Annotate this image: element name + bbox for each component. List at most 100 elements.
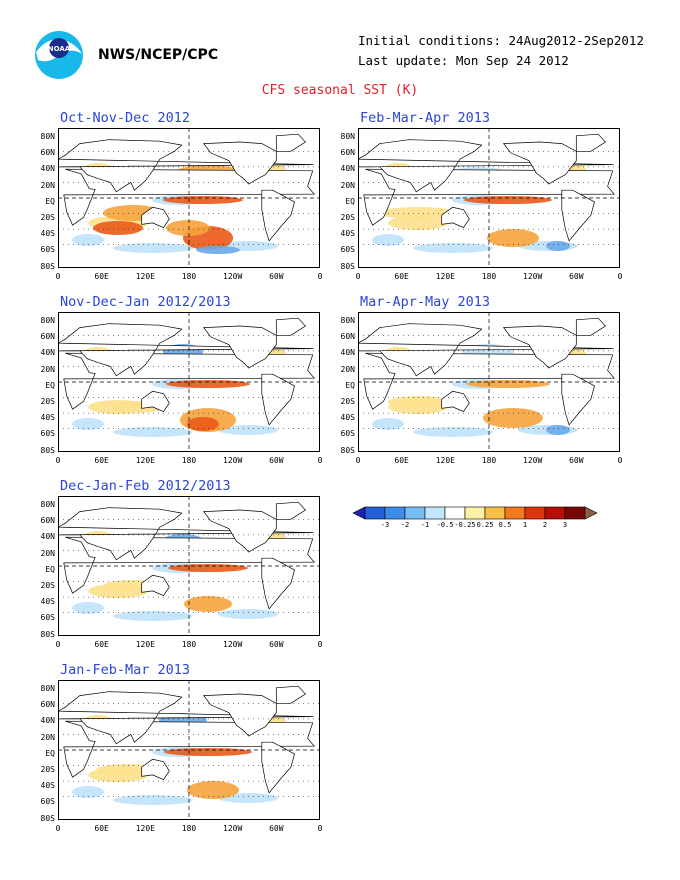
latitude-label: 40N [40, 716, 55, 726]
continent-outline [202, 693, 277, 737]
sst-map [58, 312, 320, 452]
latitude-label: 20N [40, 180, 55, 190]
sst-map [358, 128, 620, 268]
longitude-label: 0 [355, 272, 361, 281]
longitude-label: 120E [135, 272, 155, 281]
colorbar-swatch [364, 506, 386, 520]
sst-anomaly-region [372, 418, 404, 430]
latitude-label: 40S [40, 413, 55, 423]
colorbar-swatch [524, 506, 546, 520]
latitude-label: EQ [45, 564, 55, 574]
longitude-label: 60E [394, 272, 409, 281]
latitude-label: 60S [40, 797, 55, 807]
figure-title: CFS seasonal SST (K) [261, 83, 419, 98]
map-frame [358, 312, 620, 452]
panel-title-0: Oct-Nov-Dec 2012 [60, 110, 191, 126]
longitude-label: 0 [317, 824, 323, 833]
map-frame [58, 128, 320, 268]
latitude-label: EQ [45, 196, 55, 206]
colorbar-swatch [444, 506, 466, 520]
latitude-label: 40N [40, 348, 55, 358]
latitude-label: 20N [340, 364, 355, 374]
sst-anomaly-region [218, 609, 278, 619]
sst-anomaly-region [487, 229, 539, 247]
sst-anomaly-region [166, 380, 250, 388]
sst-anomaly-region [413, 243, 493, 253]
colorbar-swatch [352, 506, 366, 520]
panel-title-1: Feb-Mar-Apr 2013 [360, 110, 491, 126]
colorbar-swatch [504, 506, 526, 520]
longitude-label: 0 [55, 640, 61, 649]
longitude-label: 60E [94, 272, 109, 281]
continent-outline [141, 390, 170, 413]
latitude-label: 40N [40, 532, 55, 542]
longitude-label: 120E [135, 456, 155, 465]
latitude-label: EQ [45, 748, 55, 758]
latitude-label: 40S [340, 229, 355, 239]
latitude-label: 20S [40, 765, 55, 774]
latitude-label: 60N [40, 516, 55, 526]
colorbar-swatch [404, 506, 426, 520]
colorbar-swatch [564, 506, 586, 520]
continent-outline [58, 507, 314, 561]
continent-outline [261, 741, 295, 794]
sst-anomaly-region [388, 216, 448, 230]
latitude-label: 20S [40, 213, 55, 222]
sst-anomaly-region [413, 427, 493, 437]
continent-outline [202, 141, 277, 185]
longitude-label: 120W [223, 824, 243, 833]
sst-anomaly-region [72, 418, 104, 430]
sst-anomaly-region [72, 602, 104, 614]
sst-anomaly-region [166, 220, 210, 236]
sst-anomaly-region [168, 564, 248, 572]
colorbar-graphic [352, 506, 598, 520]
continent-outline [502, 325, 577, 369]
longitude-label: 0 [317, 272, 323, 281]
continent-outline [58, 323, 314, 377]
latitude-label: 40N [40, 164, 55, 174]
latitude-label: 80S [40, 261, 55, 271]
latitude-label: 20N [40, 732, 55, 742]
sst-anomaly-region [464, 196, 552, 204]
colorbar-label: 3 [562, 521, 568, 529]
latitude-label: 60N [40, 700, 55, 710]
latitude-label: 40N [340, 348, 355, 358]
sst-anomaly-region [378, 207, 458, 219]
continent-outline [441, 206, 470, 229]
continent-outline [58, 691, 314, 745]
latitude-label: 60N [40, 148, 55, 158]
longitude-label: 60W [269, 456, 284, 465]
latitude-label: 20S [340, 213, 355, 222]
longitude-label: 120W [223, 272, 243, 281]
longitude-label: 0 [55, 272, 61, 281]
colorbar-label: -1 [420, 521, 430, 529]
longitude-label: 180 [181, 640, 197, 649]
latitude-label: 80S [40, 629, 55, 639]
latitude-label: 20N [40, 548, 55, 558]
colorbar-swatch [584, 506, 598, 520]
continent-outline [141, 758, 170, 781]
longitude-label: 60E [94, 824, 109, 833]
last-update: Last update: Mon Sep 24 2012 [358, 53, 569, 68]
sst-anomaly-region [113, 611, 193, 621]
sst-map-panel-1: 80N 60N 40N 20N EQ 20S 40S 60S 80S 0 60E 120E 180 120… [341, 128, 622, 281]
sst-map [358, 312, 620, 452]
continent-outline [58, 139, 314, 193]
longitude-label: 0 [55, 456, 61, 465]
longitude-label: 0 [55, 824, 61, 833]
latitude-label: 80N [40, 500, 55, 509]
latitude-label: 80N [40, 684, 55, 693]
latitude-label: 60S [340, 429, 355, 439]
continent-outline [202, 509, 277, 553]
sst-map-panel-3: 80N 60N 40N 20N EQ 20S 40S 60S 80S 0 60E 120E 180 120… [341, 312, 622, 465]
continent-outline [261, 557, 295, 610]
sst-anomaly-region [113, 427, 193, 437]
colorbar-label: 0.25 [476, 521, 494, 529]
continent-outline [141, 574, 170, 597]
latitude-label: 20S [40, 581, 55, 590]
longitude-label: 120E [135, 824, 155, 833]
colorbar-label: 0.5 [498, 521, 512, 529]
latitude-label: 20N [340, 180, 355, 190]
noaa-logo: NOAA [34, 30, 84, 80]
sst-anomaly-region [187, 417, 219, 431]
